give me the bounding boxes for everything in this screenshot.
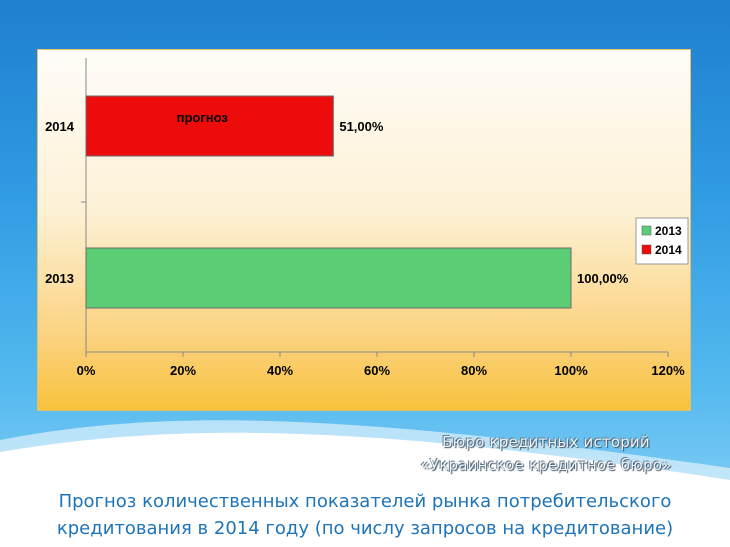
x-tick-label: 80% <box>461 363 487 378</box>
data-label: 100,00% <box>577 271 629 286</box>
x-tick-label: 60% <box>364 363 390 378</box>
x-tick-label: 100% <box>554 363 588 378</box>
credit-line-1: Бюро кредитных историй <box>442 433 650 451</box>
data-label: 51,00% <box>339 119 384 134</box>
credit-line-2: «Украинское кредитное бюро» <box>420 456 672 474</box>
legend-swatch <box>641 244 652 255</box>
x-tick-label: 40% <box>267 363 293 378</box>
x-tick-label: 0% <box>77 363 96 378</box>
legend-label: 2014 <box>655 243 682 257</box>
bar-annotation: прогноз <box>177 110 229 125</box>
category-label: 2014 <box>45 119 75 134</box>
slide-title-line-2: кредитования в 2014 году (по числу запро… <box>56 518 674 539</box>
x-tick-label: 20% <box>170 363 196 378</box>
bar-2014 <box>85 95 334 157</box>
legend-swatch <box>641 225 652 236</box>
chart-frame: 0% 20% 40% 60% 80% 100% 120% 2013 100,00% 2014 51,… <box>37 49 691 411</box>
legend-box <box>635 217 689 265</box>
category-label: 2013 <box>45 271 74 286</box>
bar-2013 <box>85 247 572 309</box>
bar-chart: 0% 20% 40% 60% 80% 100% 120% 2013 100,00% 2014 51,… <box>45 58 689 378</box>
legend-label: 2013 <box>655 224 682 238</box>
x-tick-label: 120% <box>651 363 685 378</box>
slide-title-line-1: Прогноз количественных показателей рынка… <box>58 491 672 512</box>
